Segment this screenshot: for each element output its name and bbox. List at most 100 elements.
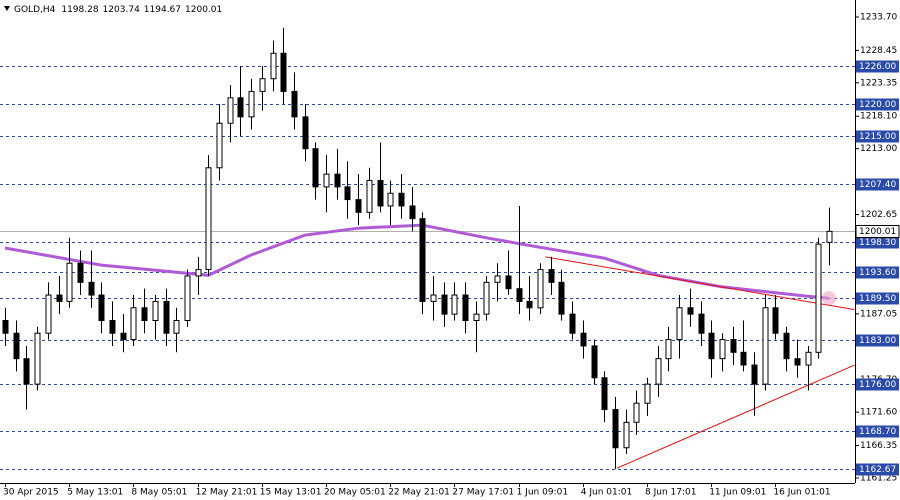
candle-body xyxy=(387,192,394,207)
y-tick-label: 1161.25 xyxy=(860,473,897,483)
trendline xyxy=(545,256,855,311)
y-tick-label: 1233.70 xyxy=(860,12,897,22)
candle-body xyxy=(130,307,137,341)
candle-body xyxy=(227,97,234,124)
candle-body xyxy=(526,300,533,309)
candle-body xyxy=(537,269,544,309)
level-label: 1183.00 xyxy=(859,336,896,346)
candle-body xyxy=(665,339,672,360)
x-tick-label: 16 Jun 01:01 xyxy=(773,488,830,498)
candle-body xyxy=(430,294,437,302)
x-tick-label: 22 May 21:01 xyxy=(388,488,450,498)
header: GOLD,H4 1198.28 1203.74 1194.67 1200.01 xyxy=(14,5,222,15)
candle-body xyxy=(655,358,662,385)
trendline xyxy=(616,364,855,469)
level-label: 1220.00 xyxy=(859,100,896,110)
candle-body xyxy=(762,307,769,385)
candle-body xyxy=(623,421,630,449)
level-label: 1168.70 xyxy=(859,427,896,437)
level-label: 1176.00 xyxy=(859,380,896,390)
candle-body xyxy=(312,148,319,188)
candle-body xyxy=(473,313,480,321)
level-label: 1207.40 xyxy=(859,180,896,190)
level-label-box xyxy=(856,60,899,73)
candle-body xyxy=(237,97,244,118)
candle-body xyxy=(612,409,619,449)
level-label-box xyxy=(856,425,899,438)
candle-body xyxy=(558,281,565,315)
candle-body xyxy=(494,275,501,283)
candle-body xyxy=(676,307,683,341)
candle-body xyxy=(719,339,726,360)
header-open: 1198.28 xyxy=(61,5,98,15)
level-label: 1198.30 xyxy=(859,238,896,248)
candle-body xyxy=(772,307,779,334)
candle-body xyxy=(205,167,212,271)
y-tick-label: 1202.65 xyxy=(860,210,897,220)
candle-body xyxy=(66,262,73,302)
level-label-box xyxy=(856,236,899,249)
header-high: 1203.74 xyxy=(103,5,140,15)
candle-body xyxy=(355,199,362,213)
candle-body xyxy=(601,377,608,411)
candle-body xyxy=(334,173,341,188)
x-tick-label: 15 May 13:01 xyxy=(260,488,322,498)
candle-body xyxy=(730,339,737,353)
x-tick-label: 8 May 05:01 xyxy=(131,488,187,498)
candle-body xyxy=(633,402,640,423)
candle-body xyxy=(184,275,191,321)
x-tick-label: 27 May 17:01 xyxy=(452,488,514,498)
candle-body xyxy=(441,294,448,315)
candle-body xyxy=(505,275,512,290)
candle-body xyxy=(323,173,330,188)
x-tick-label: 30 Apr 2015 xyxy=(3,488,59,498)
candle-body xyxy=(815,243,822,353)
y-tick-label: 1166.35 xyxy=(860,441,897,451)
y-tick-label: 1187.05 xyxy=(860,309,897,319)
x-tick-label: 1 Jun 09:01 xyxy=(517,488,568,498)
candle-body xyxy=(163,300,170,334)
level-label-box xyxy=(856,178,899,191)
candle-body xyxy=(291,90,298,118)
candle-body xyxy=(644,383,651,404)
level-label-box xyxy=(856,463,899,476)
candle-body xyxy=(377,180,384,207)
candle-body xyxy=(23,358,30,385)
candle-body xyxy=(783,332,790,360)
level-label-box xyxy=(856,266,899,279)
candle-body xyxy=(591,345,598,379)
candle-body xyxy=(270,52,277,80)
level-label: 1215.00 xyxy=(859,132,896,142)
candle-body xyxy=(13,332,20,360)
candle-body xyxy=(451,294,458,315)
candle-body xyxy=(462,294,469,321)
candle-body xyxy=(580,332,587,347)
candle-body xyxy=(751,364,758,385)
y-tick-label: 1213.00 xyxy=(860,144,897,154)
candle-body xyxy=(2,319,9,334)
x-tick-label: 5 May 13:01 xyxy=(67,488,123,498)
candle-body xyxy=(740,351,747,366)
candle-body xyxy=(548,269,555,283)
price-label: 1200.01 xyxy=(859,227,896,237)
candle-body xyxy=(805,351,812,366)
candle-body xyxy=(248,90,255,118)
level-label: 1162.67 xyxy=(859,465,896,475)
candle-body xyxy=(45,294,52,334)
candle-body xyxy=(280,52,287,92)
level-label-box xyxy=(856,334,899,347)
price-label-box xyxy=(855,225,900,238)
candle-body xyxy=(794,358,801,366)
x-tick-label: 4 Jun 01:01 xyxy=(581,488,632,498)
candle-body xyxy=(152,300,159,321)
y-tick-label: 1228.45 xyxy=(860,46,897,56)
candle-body xyxy=(141,307,148,321)
candle-body xyxy=(419,218,426,302)
candle-body xyxy=(88,281,95,296)
candle-body xyxy=(826,230,833,243)
header-arrow xyxy=(4,6,10,11)
y-tick-label: 1223.35 xyxy=(860,78,897,88)
symbol: GOLD,H4 xyxy=(14,5,56,15)
